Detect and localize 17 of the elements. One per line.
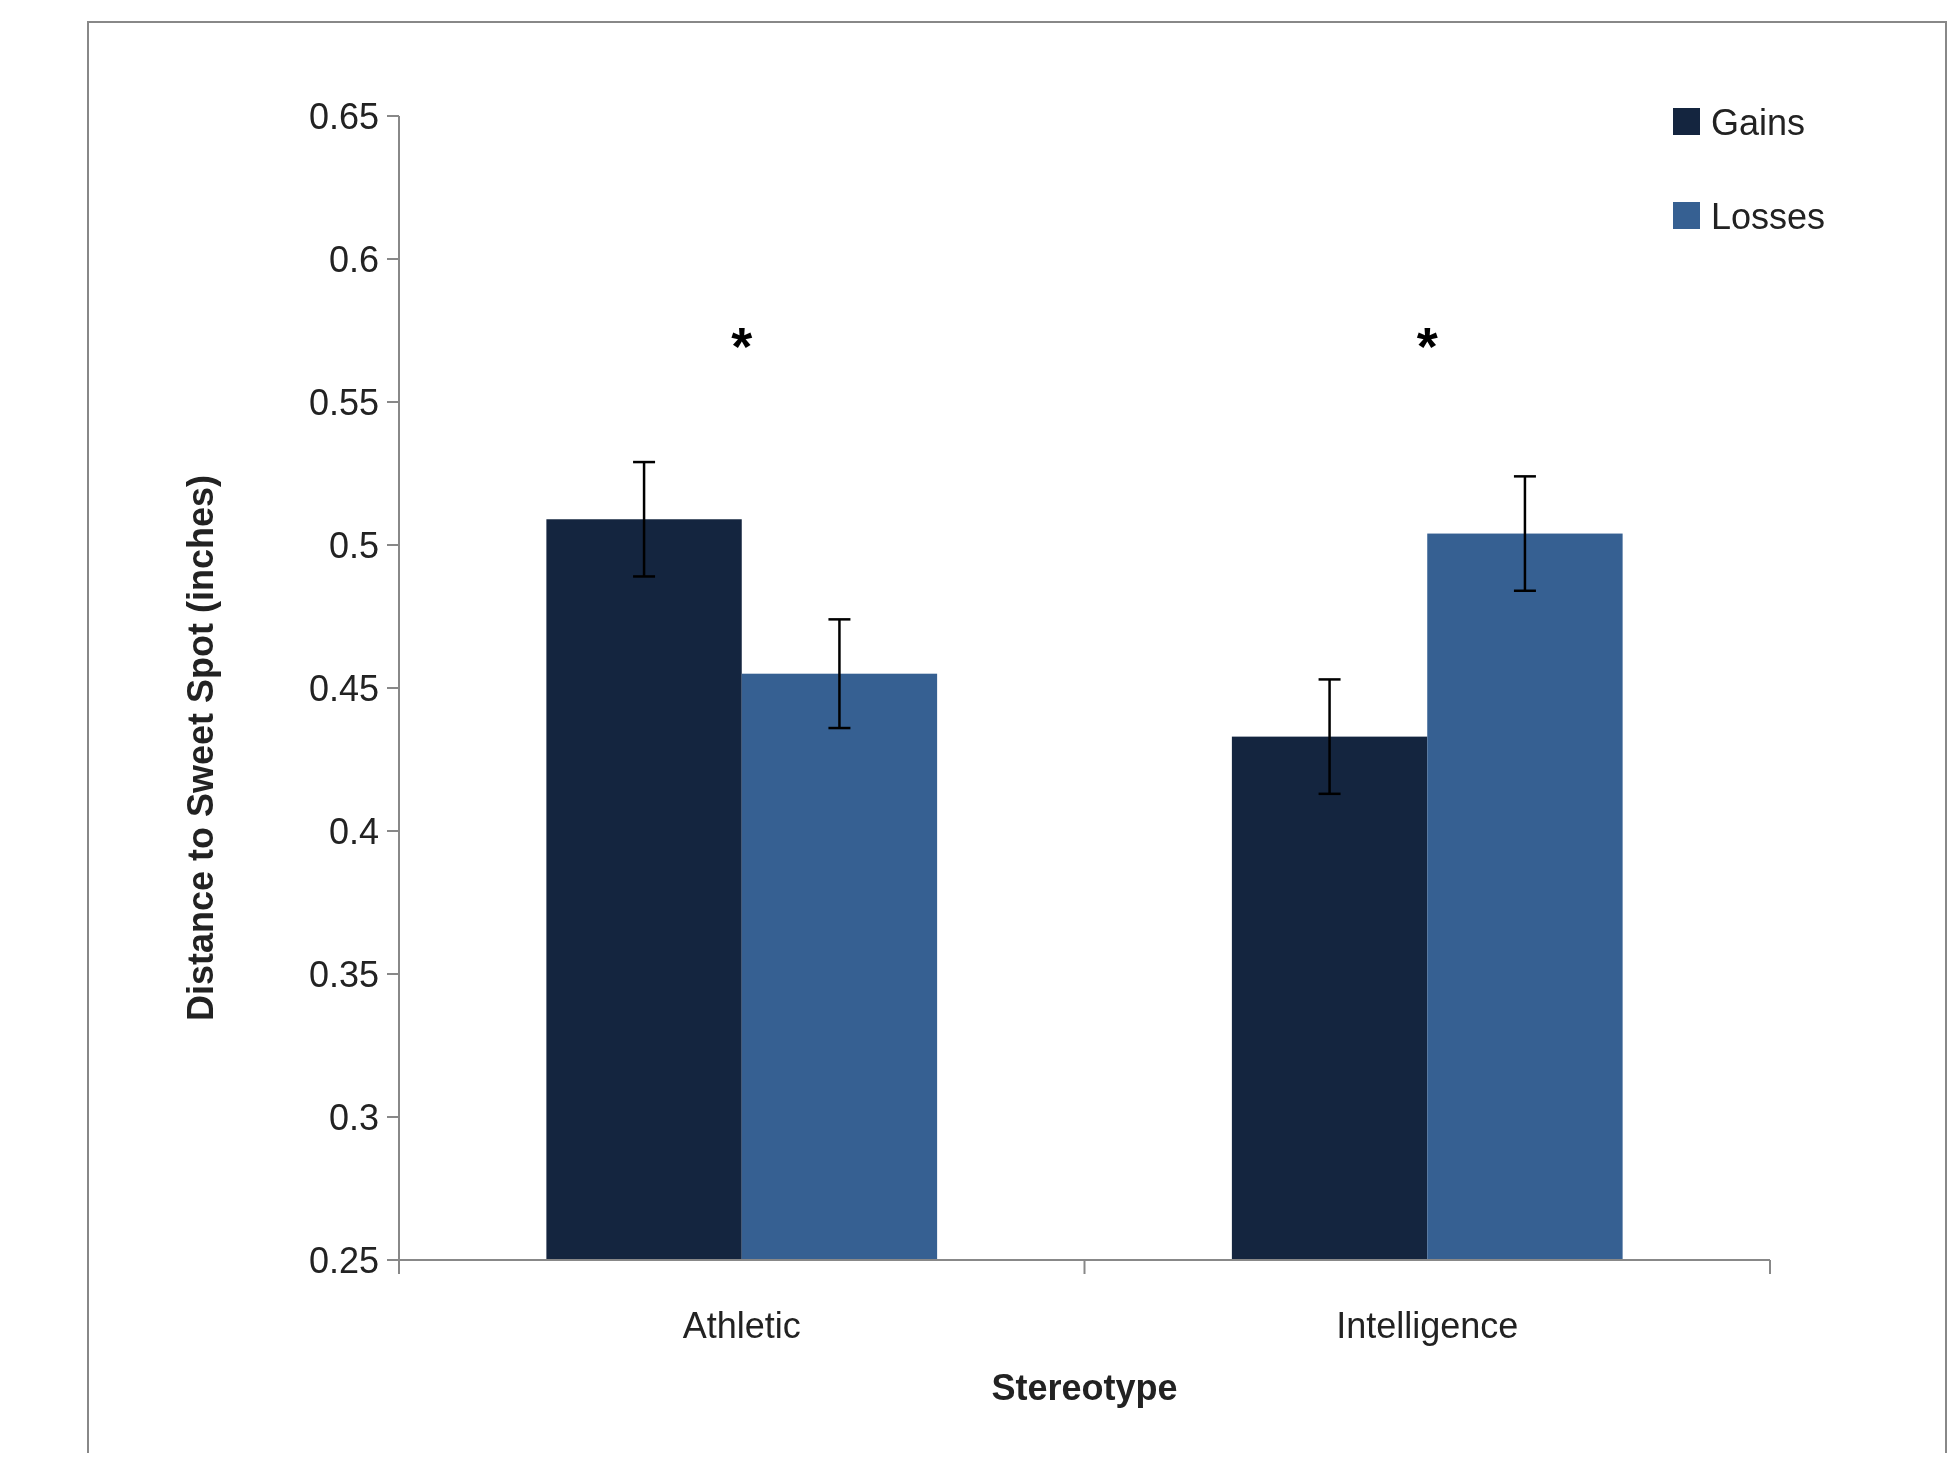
y-tick-label: 0.25 [308,1239,379,1281]
y-tick-label: 0.35 [308,953,379,995]
y-tick-label: 0.6 [328,238,379,280]
legend-label: Losses [1711,195,1826,237]
annotation: * [1416,316,1438,377]
x-axis-title: Stereotype [991,1367,1178,1408]
y-axis-title: Distance to Sweet Spot (inches) [180,474,221,1022]
y-tick-label: 0.55 [308,381,379,423]
annotation: * [731,316,753,377]
legend-label: Gains [1711,101,1806,143]
x-tick-label: Intelligence [1336,1305,1519,1346]
y-tick-label: 0.45 [308,667,379,709]
y-tick-label: 0.4 [328,810,379,852]
y-tick-label: 0.65 [308,95,379,137]
y-tick-label: 0.3 [328,1096,379,1138]
y-tick-label: 0.5 [328,524,379,566]
x-tick-label: Athletic [682,1305,801,1346]
